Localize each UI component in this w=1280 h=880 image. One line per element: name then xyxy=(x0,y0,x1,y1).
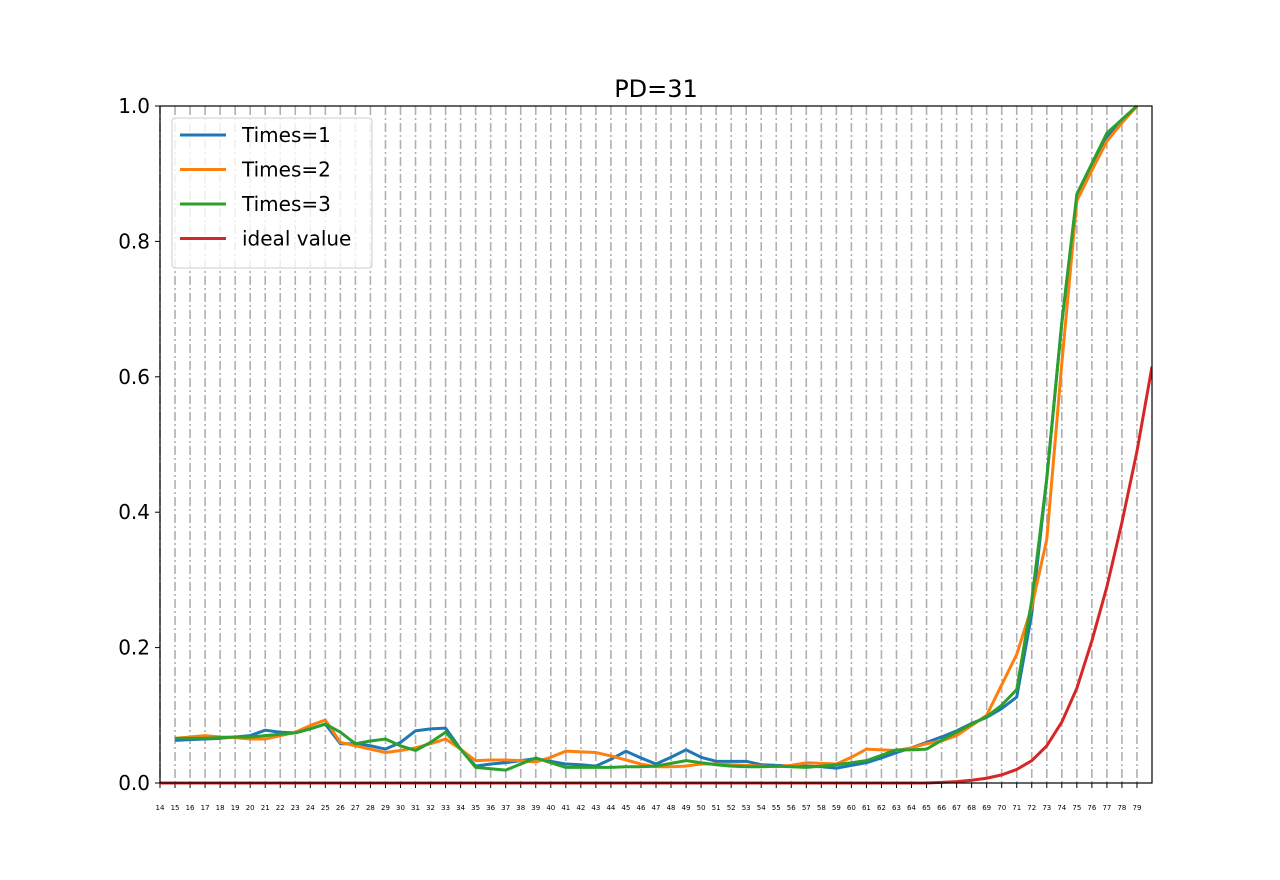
x-tick-label: 42 xyxy=(576,804,585,812)
x-tick-label: 74 xyxy=(1057,804,1066,812)
x-tick-label: 19 xyxy=(231,804,240,812)
x-tick-label: 16 xyxy=(186,804,195,812)
x-tick-label: 79 xyxy=(1133,804,1142,812)
x-tick-label: 35 xyxy=(471,804,480,812)
y-tick-label: 0.6 xyxy=(118,365,150,389)
x-tick-label: 57 xyxy=(802,804,811,812)
x-tick-label: 68 xyxy=(967,804,976,812)
x-tick-label: 17 xyxy=(201,804,210,812)
x-tick-label: 39 xyxy=(531,804,540,812)
y-tick-label: 0.4 xyxy=(118,500,150,524)
x-tick-label: 75 xyxy=(1072,804,1081,812)
x-tick-label: 15 xyxy=(171,804,180,812)
legend-label: ideal value xyxy=(242,227,351,251)
x-tick-label: 56 xyxy=(787,804,796,812)
x-tick-label: 59 xyxy=(832,804,841,812)
legend-label: Times=3 xyxy=(241,192,331,216)
x-tick-label: 58 xyxy=(817,804,826,812)
x-tick-label: 73 xyxy=(1042,804,1051,812)
x-tick-label: 41 xyxy=(561,804,570,812)
x-tick-label: 60 xyxy=(847,804,856,812)
x-tick-label: 69 xyxy=(982,804,991,812)
x-tick-label: 76 xyxy=(1087,804,1096,812)
x-tick-label: 34 xyxy=(456,804,465,812)
x-tick-label: 77 xyxy=(1102,804,1111,812)
x-tick-label: 52 xyxy=(727,804,736,812)
x-tick-label: 29 xyxy=(381,804,390,812)
y-tick-label: 0.0 xyxy=(118,771,150,795)
x-tick-label: 63 xyxy=(892,804,901,812)
x-tick-label: 40 xyxy=(546,804,555,812)
x-tick-label: 67 xyxy=(952,804,961,812)
y-tick-label: 0.8 xyxy=(118,229,150,253)
x-tick-label: 33 xyxy=(441,804,450,812)
x-tick-label: 27 xyxy=(351,804,360,812)
y-tick-label: 0.2 xyxy=(118,636,150,660)
x-tick-label: 38 xyxy=(516,804,525,812)
x-tick-label: 44 xyxy=(606,804,615,812)
x-tick-label: 78 xyxy=(1117,804,1126,812)
x-tick-label: 51 xyxy=(712,804,721,812)
x-tick-label: 47 xyxy=(652,804,661,812)
x-tick-label: 62 xyxy=(877,804,886,812)
x-tick-label: 36 xyxy=(486,804,495,812)
x-tick-label: 24 xyxy=(306,804,315,812)
legend-box xyxy=(171,117,373,269)
x-tick-label: 72 xyxy=(1027,804,1036,812)
legend-label: Times=1 xyxy=(241,123,331,147)
x-tick-label: 14 xyxy=(156,804,165,812)
x-tick-label: 65 xyxy=(922,804,931,812)
y-tick-label: 1.0 xyxy=(118,94,150,118)
x-tick-label: 64 xyxy=(907,804,916,812)
x-tick-label: 23 xyxy=(291,804,300,812)
x-tick-label: 55 xyxy=(772,804,781,812)
x-tick-label: 18 xyxy=(216,804,225,812)
x-tick-label: 48 xyxy=(667,804,676,812)
x-tick-label: 45 xyxy=(621,804,630,812)
x-tick-label: 46 xyxy=(637,804,646,812)
x-tick-label: 20 xyxy=(246,804,255,812)
x-tick-label: 43 xyxy=(591,804,600,812)
series-line xyxy=(175,104,1138,772)
x-tick-label: 54 xyxy=(757,804,766,812)
axes-frame xyxy=(159,105,1153,784)
x-tick-label: 21 xyxy=(261,804,270,812)
x-tick-label: 26 xyxy=(336,804,345,812)
legend-label: Times=2 xyxy=(241,158,331,182)
x-tick-label: 31 xyxy=(411,804,420,812)
chart-title: PD=31 xyxy=(614,75,698,103)
x-tick-label: 66 xyxy=(937,804,946,812)
x-tick-label: 28 xyxy=(366,804,375,812)
x-tick-label: 25 xyxy=(321,804,330,812)
x-tick-label: 22 xyxy=(276,804,285,812)
x-tick-label: 71 xyxy=(1012,804,1021,812)
x-tick-label: 30 xyxy=(396,804,405,812)
x-tick-label: 53 xyxy=(742,804,751,812)
x-tick-label: 32 xyxy=(426,804,435,812)
x-tick-label: 61 xyxy=(862,804,871,812)
x-tick-label: 49 xyxy=(682,804,691,812)
x-tick-label: 37 xyxy=(501,804,510,812)
x-tick-label: 70 xyxy=(997,804,1006,812)
x-tick-label: 50 xyxy=(697,804,706,812)
